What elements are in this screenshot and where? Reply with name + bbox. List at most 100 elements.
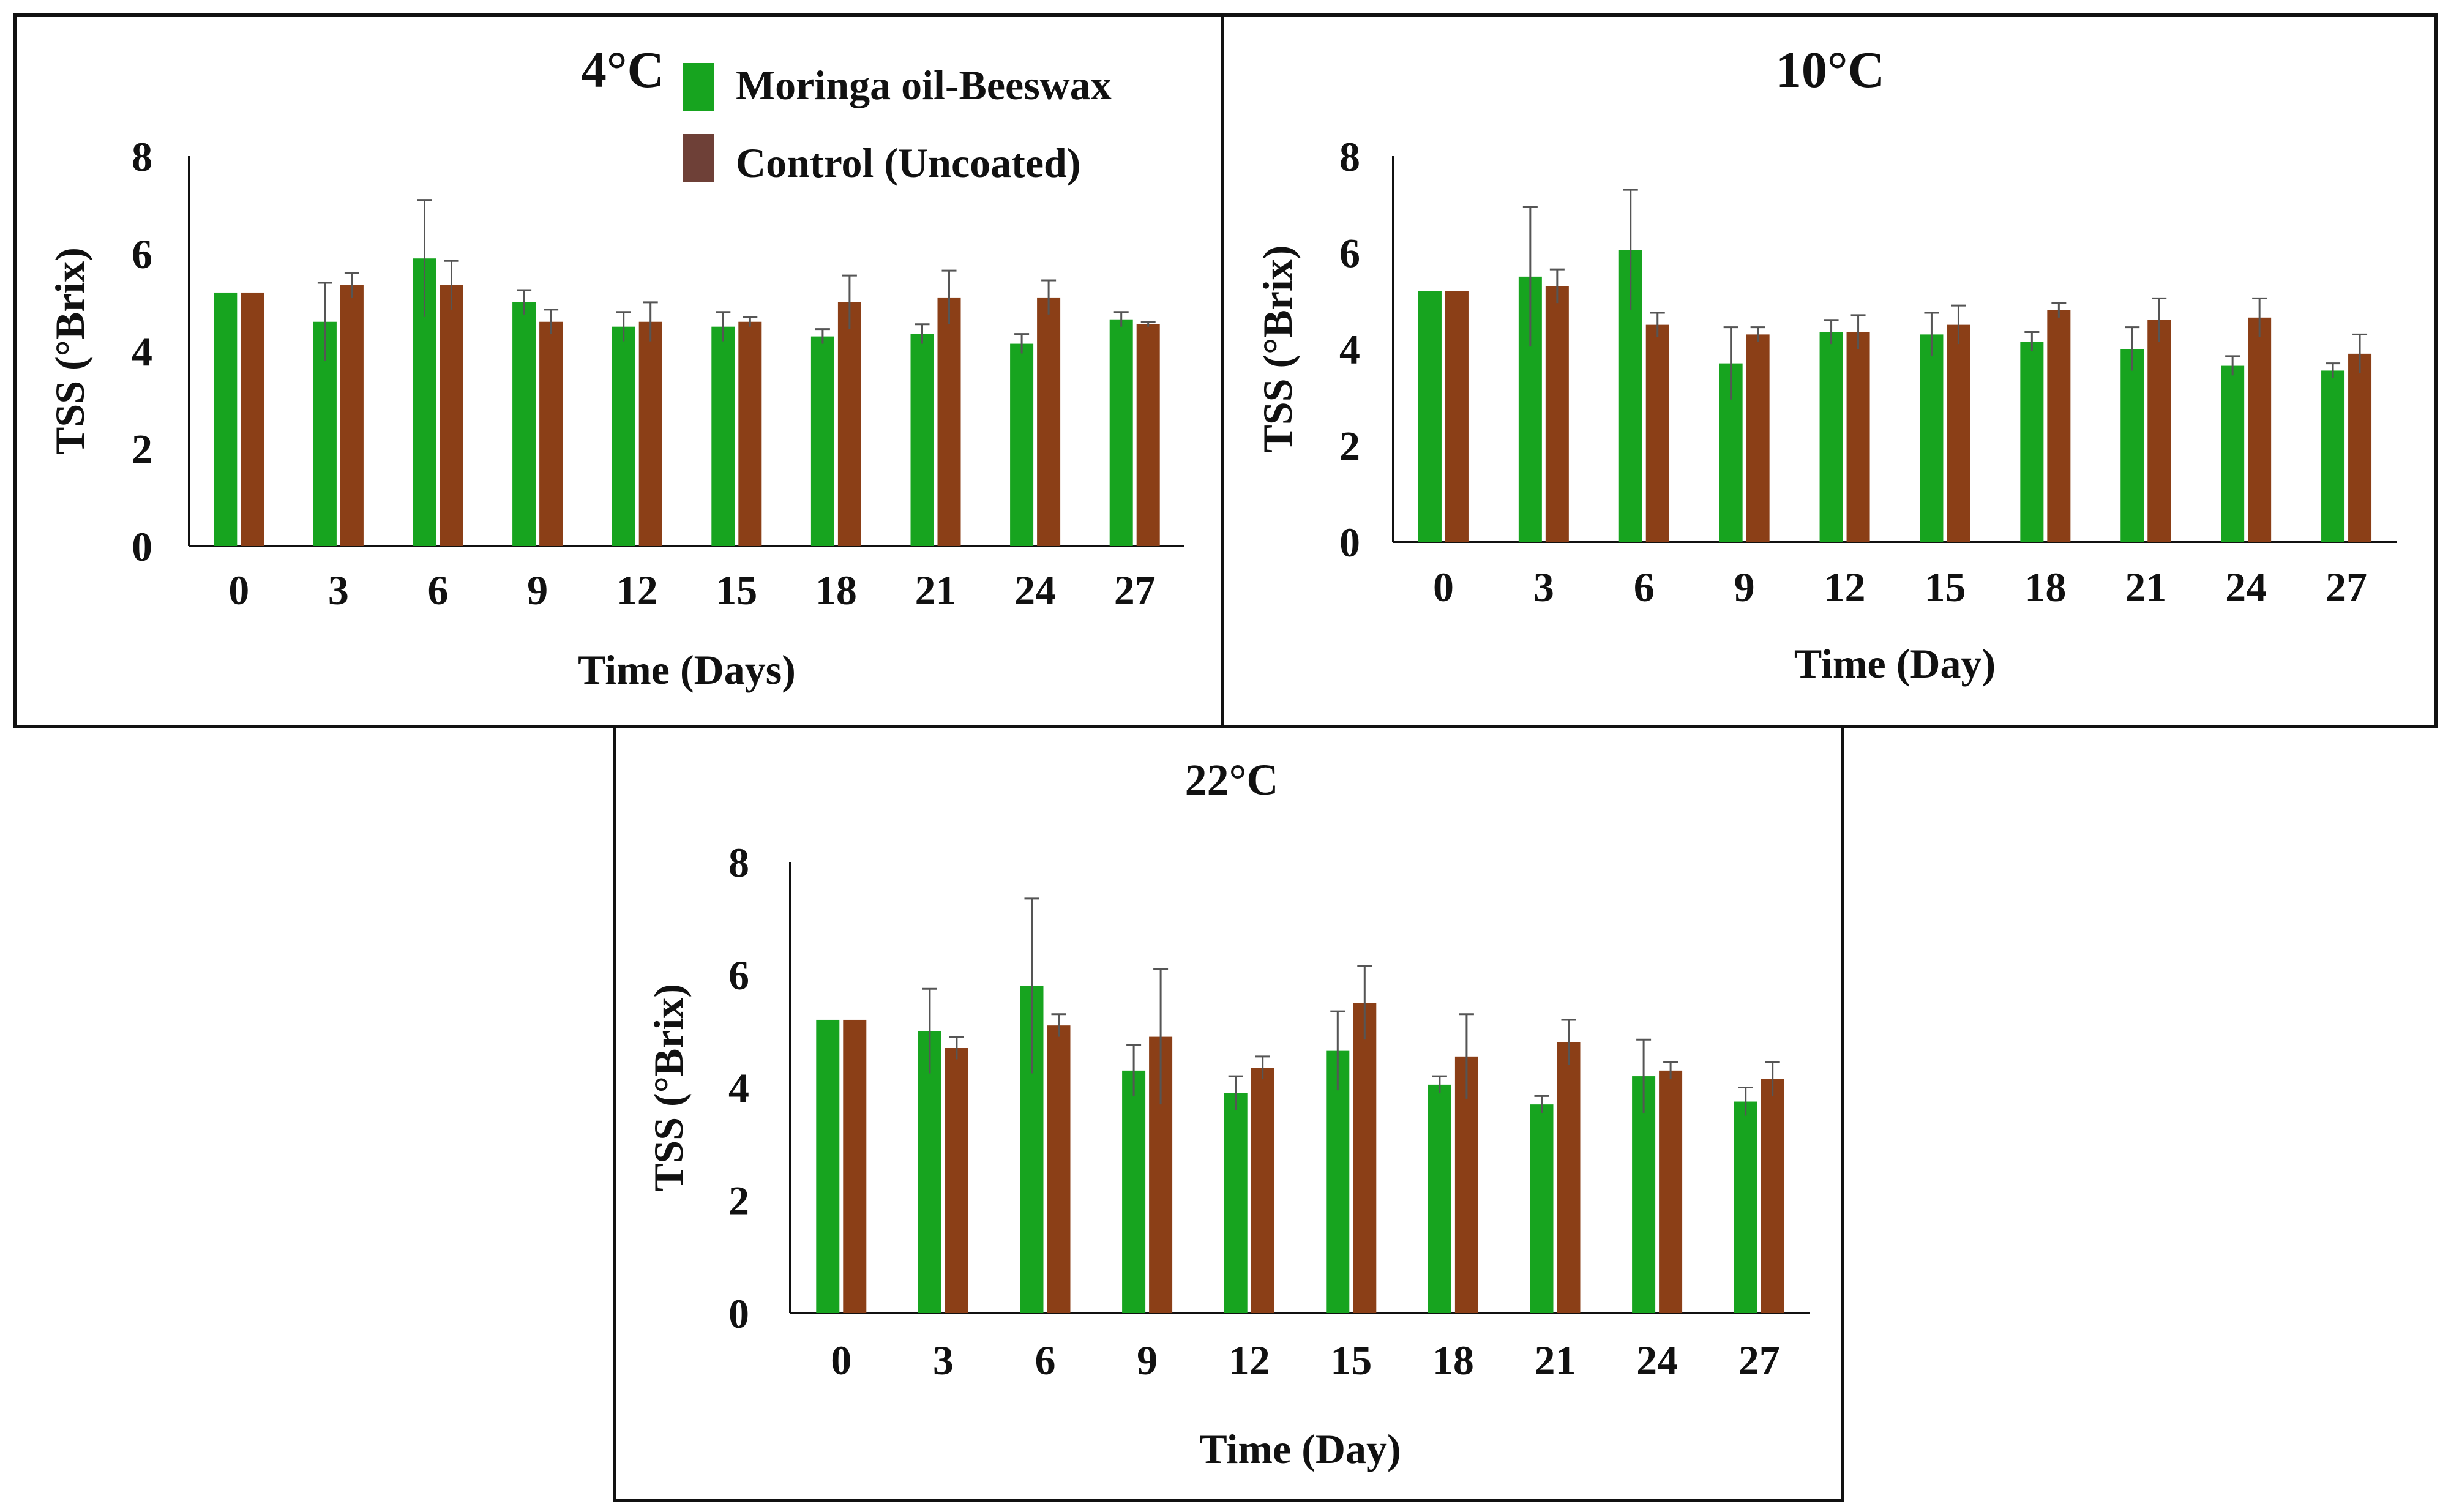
bar-moringa-coated [910,334,934,546]
bar-control-uncoated [2348,353,2372,542]
x-tick-label: 3 [933,1337,954,1383]
x-tick-label: 27 [1738,1337,1780,1383]
bar-moringa-coated [1109,319,1133,546]
bar-control-uncoated [340,285,364,546]
bar-control-uncoated [1353,1003,1377,1313]
bar-moringa-coated [1632,1076,1656,1313]
y-tick-label: 6 [132,231,152,277]
y-tick-label: 4 [728,1065,749,1111]
x-tick-label: 24 [2225,564,2267,610]
x-tick-label: 6 [428,567,449,613]
x-tick-label: 9 [1734,564,1755,610]
x-tick-label: 21 [2125,564,2166,610]
bar-control-uncoated [1645,324,1669,542]
x-tick-label: 21 [915,567,957,613]
bar-control-uncoated [1659,1070,1683,1313]
y-tick-label: 0 [132,523,152,570]
x-tick-label: 12 [616,567,658,613]
x-tick-label: 3 [328,567,349,613]
bar-control-uncoated [945,1048,968,1313]
bar-control-uncoated [1251,1068,1274,1313]
x-tick-label: 6 [1035,1337,1056,1383]
x-tick-label: 27 [2326,564,2367,610]
bar-moringa-coated [612,326,635,546]
bar-control-uncoated [638,321,662,546]
y-tick-label: 0 [1339,519,1360,566]
bar-control-uncoated [539,321,563,546]
legend-label-moringa: Moringa oil-Beeswax [736,62,1112,108]
bar-moringa-coated [1530,1104,1554,1313]
y-tick-label: 4 [132,328,152,375]
bar-control-uncoated [1445,291,1469,542]
bar-control-uncoated [1037,297,1061,546]
bar-control-uncoated [2248,317,2272,542]
y-tick-label: 2 [728,1178,749,1224]
x-tick-label: 3 [1533,564,1554,610]
x-tick-label: 0 [228,567,249,613]
bar-moringa-coated [1224,1093,1248,1313]
legend-swatch-moringa [683,63,714,111]
y-tick-label: 2 [132,426,152,473]
bar-moringa-coated [1819,332,1843,542]
bar-moringa-coated [1122,1070,1146,1313]
chart-panel-4c: 4°C 0 2 4 6 8 TSS (°Brix) Time (Days) 0 3 6 9 12 15 18… [13,13,1224,728]
x-axis-label: Time (Day) [1199,1426,1401,1472]
y-tick-label: 8 [132,133,152,180]
bar-control-uncoated [440,285,463,546]
y-tick-label: 6 [728,952,749,998]
chart-title: 4°C [581,42,664,99]
x-tick-label: 6 [1634,564,1655,610]
x-axis-label: Time (Days) [578,646,796,693]
bar-moringa-coated [2321,370,2345,542]
bar-control-uncoated [738,321,762,546]
bar-moringa-coated [1010,343,1034,546]
bar-control-uncoated [1746,334,1770,542]
chart-panel-22c: 22°C 0 2 4 6 8 TSS (°Brix) Time (Day) 0 3 6 9 12 15 18… [613,725,1844,1502]
x-tick-label: 18 [2024,564,2066,610]
bar-moringa-coated [2221,365,2245,542]
y-axis-label: TSS (°Brix) [47,247,93,455]
x-tick-label: 12 [1824,564,1866,610]
y-axis-label: TSS (°Brix) [645,984,692,1191]
bar-moringa-coated [918,1031,941,1313]
x-tick-label: 0 [831,1337,851,1383]
x-tick-label: 0 [1433,564,1454,610]
bar-control-uncoated [241,292,264,546]
bar-moringa-coated [1418,291,1442,542]
y-tick-label: 6 [1339,230,1360,276]
bar-moringa-coated [810,336,834,546]
bar-moringa-coated [2120,349,2144,542]
x-tick-label: 15 [1924,564,1966,610]
bar-control-uncoated [2047,310,2071,542]
legend-label-control: Control (Uncoated) [736,140,1080,186]
bar-moringa-coated [1734,1101,1757,1313]
y-tick-label: 4 [1339,326,1360,373]
x-tick-label: 18 [815,567,857,613]
x-tick-label: 24 [1014,567,1056,613]
chart-title: 22°C [1185,755,1279,804]
x-tick-label: 15 [1330,1337,1372,1383]
bar-control-uncoated [1047,1025,1071,1313]
bar-control-uncoated [843,1019,867,1313]
bar-control-uncoated [937,297,961,546]
x-tick-label: 27 [1114,567,1156,613]
y-tick-label: 8 [1339,133,1360,180]
x-tick-label: 9 [1137,1337,1158,1383]
bar-moringa-coated [214,292,238,546]
bar-control-uncoated [1136,324,1160,546]
bar-control-uncoated [1557,1042,1581,1313]
bar-moringa-coated [1920,334,1944,542]
bar-moringa-coated [1326,1050,1350,1313]
y-tick-label: 0 [728,1290,749,1337]
legend-swatch-control [683,134,714,182]
bar-moringa-coated [1428,1084,1451,1313]
x-tick-label: 18 [1432,1337,1474,1383]
bar-control-uncoated [837,302,861,546]
bar-control-uncoated [1454,1056,1478,1313]
chart-panel-10c: 10°C 0 2 4 6 8 TSS (°Brix) Time (Day) 0 3 6 9 12 15 18… [1221,13,2438,728]
bar-control-uncoated [1545,286,1569,542]
x-tick-label: 12 [1229,1337,1270,1383]
x-tick-label: 21 [1535,1337,1576,1383]
bar-control-uncoated [1761,1079,1784,1313]
